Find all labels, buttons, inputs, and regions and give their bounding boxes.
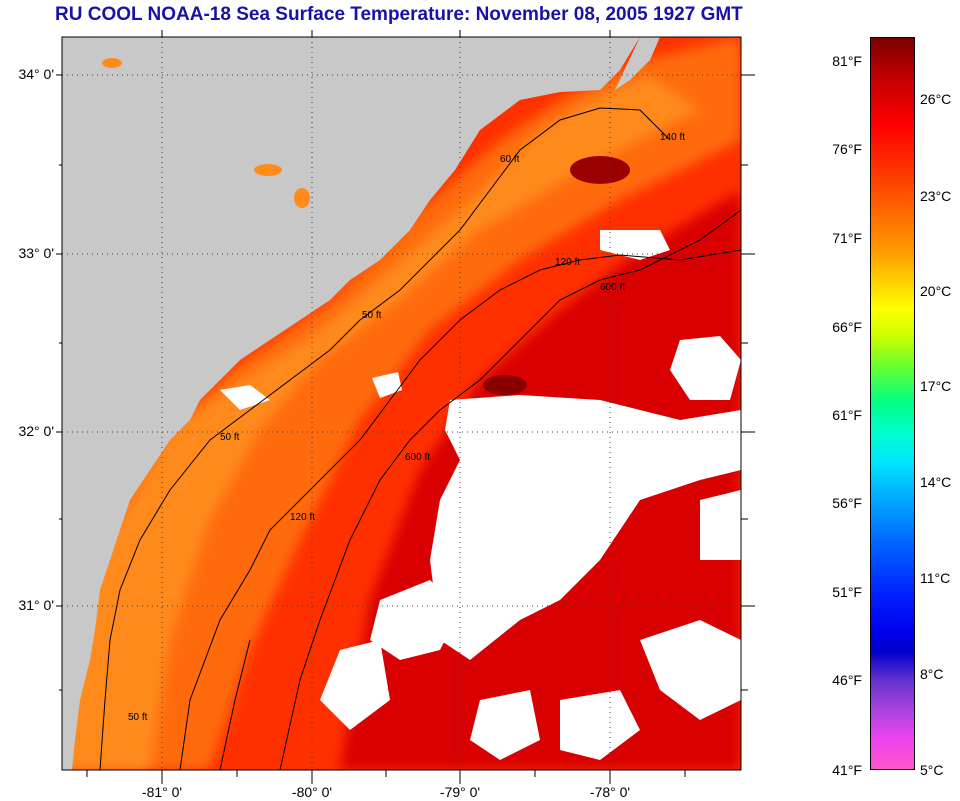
isobath-label: 600 ft <box>405 452 430 463</box>
colorbar-label-f: 41°F <box>832 762 862 778</box>
graticule <box>62 37 741 770</box>
isobath-label: 50 ft <box>362 310 382 321</box>
latitude-label: 33° 0' <box>18 245 54 261</box>
colorbar-label-c: 26°C <box>920 91 952 107</box>
isobath-label: 120 ft <box>290 512 315 523</box>
land-area <box>615 37 660 90</box>
colorbar-label-f: 76°F <box>832 141 862 157</box>
isobath-label: 600 ft <box>600 282 625 293</box>
warm-core-spot <box>570 156 630 184</box>
land-area <box>62 37 640 770</box>
colorbar-label-f: 71°F <box>832 230 862 246</box>
latitude-label: 34° 0' <box>18 66 54 82</box>
colorbar-label-c: 20°C <box>920 283 952 299</box>
warm-core-spot <box>483 375 527 395</box>
colorbar-label-f: 56°F <box>832 495 862 511</box>
axis-ticks <box>56 30 755 784</box>
isobath-label: 120 ft <box>555 257 580 268</box>
colorbar-label-f: 66°F <box>832 319 862 335</box>
colorbar-label-c: 23°C <box>920 188 952 204</box>
colorbar-label-f: 51°F <box>832 584 862 600</box>
inland-lake <box>102 58 122 68</box>
isobath-label: 50 ft <box>220 432 240 443</box>
longitude-label: -81° 0' <box>141 784 183 800</box>
inland-lake <box>294 188 310 208</box>
isobath-label: 140 ft <box>660 132 685 143</box>
longitude-label: -78° 0' <box>589 784 631 800</box>
inland-lake <box>254 164 282 176</box>
isobath-contours <box>99 107 741 770</box>
colorbar-label-c: 17°C <box>920 378 952 394</box>
colorbar-label-f: 81°F <box>832 53 862 69</box>
temperature-colorbar <box>870 37 915 770</box>
colorbar-label-f: 61°F <box>832 407 862 423</box>
colorbar-label-c: 8°C <box>920 666 944 682</box>
nearshore-warm-band <box>62 37 741 770</box>
longitude-label: -79° 0' <box>439 784 481 800</box>
isobath-label: 60 ft <box>500 154 520 165</box>
colorbar-label-f: 46°F <box>832 672 862 688</box>
nearshore-band <box>62 75 700 770</box>
latitude-label: 31° 0' <box>18 597 54 613</box>
isobath-label: 50 ft <box>128 712 148 723</box>
cloud-mask <box>220 230 741 760</box>
latitude-label: 32° 0' <box>18 423 54 439</box>
colorbar-label-c: 14°C <box>920 474 952 490</box>
colorbar-label-c: 11°C <box>920 570 951 586</box>
map-frame <box>61 36 742 771</box>
map-title: RU COOL NOAA-18 Sea Surface Temperature:… <box>55 4 743 25</box>
longitude-label: -80° 0' <box>291 784 333 800</box>
colorbar-label-c: 5°C <box>920 762 944 778</box>
